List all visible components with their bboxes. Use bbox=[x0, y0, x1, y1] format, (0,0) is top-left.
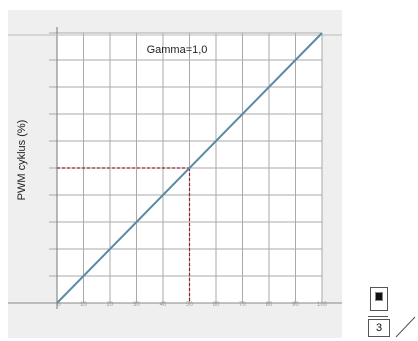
x-tick-label: 20 bbox=[107, 302, 114, 308]
x-tick-label: 70 bbox=[239, 302, 246, 308]
y-axis-label: PWM cyklus (%) bbox=[16, 119, 28, 201]
value-field[interactable]: 3 bbox=[368, 319, 390, 337]
x-tick-label: 10 bbox=[80, 302, 87, 308]
guide-lines bbox=[57, 167, 191, 303]
widget-divider bbox=[368, 316, 388, 317]
series-line-0 bbox=[56, 32, 323, 304]
x-tick-label: 50 bbox=[186, 302, 193, 308]
x-tick-label: 80 bbox=[266, 302, 273, 308]
toggle-knob bbox=[375, 292, 383, 301]
toggle-switch[interactable] bbox=[370, 287, 388, 311]
x-tick-label: 90 bbox=[292, 302, 299, 308]
x-tick-label: 100 bbox=[317, 302, 328, 308]
horizontal-gridlines bbox=[49, 32, 322, 277]
x-tick-label: 60 bbox=[213, 302, 220, 308]
x-tick-labels: 0 10 20 30 40 50 60 70 80 90 100 bbox=[57, 302, 327, 308]
x-tick-label: 0 bbox=[57, 302, 61, 308]
x-tick-label: 30 bbox=[133, 302, 140, 308]
diagonal-stroke bbox=[395, 316, 416, 338]
x-tick-label: 40 bbox=[160, 302, 167, 308]
chart-title: Gamma=1,0 bbox=[147, 44, 208, 56]
series-layer bbox=[56, 32, 323, 304]
